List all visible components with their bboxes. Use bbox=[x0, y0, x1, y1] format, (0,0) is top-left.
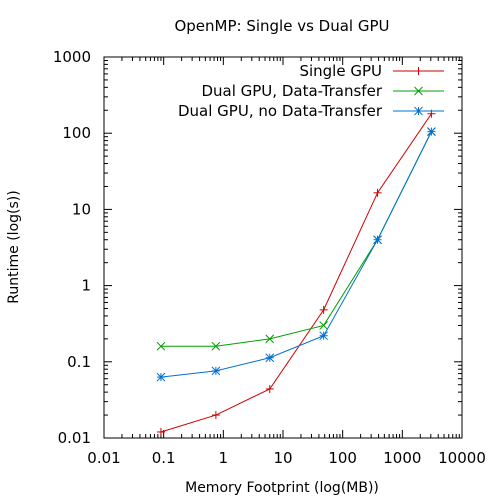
x-tick-label: 1 bbox=[219, 449, 229, 467]
x-tick-label: 10000 bbox=[438, 449, 486, 467]
data-point bbox=[373, 188, 382, 197]
x-tick-label: 0.01 bbox=[87, 449, 120, 467]
data-point bbox=[319, 305, 328, 314]
legend: Single GPU Dual GPU, Data-Transfer Dual GP… bbox=[178, 62, 444, 120]
data-point bbox=[211, 366, 221, 376]
legend-marker bbox=[414, 86, 423, 96]
y-tick-label: 1000 bbox=[53, 48, 91, 66]
y-tick-label: 10 bbox=[72, 200, 91, 218]
data-point bbox=[156, 372, 166, 382]
data-point bbox=[427, 127, 436, 136]
data-point bbox=[265, 334, 275, 344]
legend-marker bbox=[414, 106, 423, 116]
axis-ticks: 0.01 0.1 1 10 100 1000 10000 0.01 0.1 1 10 100 1000 bbox=[53, 48, 486, 467]
series-layer bbox=[156, 109, 436, 436]
data-point bbox=[265, 384, 274, 393]
y-tick-label: 1 bbox=[81, 277, 91, 295]
x-tick-label: 1000 bbox=[383, 449, 421, 467]
y-tick-label: 0.1 bbox=[67, 353, 91, 371]
series-3 bbox=[156, 127, 436, 382]
chart-title: OpenMP: Single vs Dual GPU bbox=[174, 17, 389, 35]
y-tick-label: 0.01 bbox=[58, 429, 91, 447]
y-tick-label: 100 bbox=[62, 124, 91, 142]
x-tick-label: 10 bbox=[273, 449, 292, 467]
data-point bbox=[211, 341, 221, 351]
series-line bbox=[160, 131, 432, 378]
legend-label: Dual GPU, no Data-Transfer bbox=[178, 102, 383, 120]
data-point bbox=[156, 341, 166, 351]
legend-label: Dual GPU, Data-Transfer bbox=[201, 82, 382, 100]
legend-label: Single GPU bbox=[299, 62, 382, 80]
data-point bbox=[156, 427, 165, 436]
legend-marker bbox=[414, 67, 423, 75]
data-point bbox=[319, 331, 329, 341]
data-point bbox=[319, 321, 329, 330]
series-line bbox=[160, 113, 432, 433]
legend-entry: Dual GPU, Data-Transfer bbox=[201, 82, 444, 100]
legend-entry: Dual GPU, no Data-Transfer bbox=[178, 102, 444, 120]
x-tick-label: 0.1 bbox=[152, 449, 176, 467]
x-axis-label: Memory Footprint (log(MB)) bbox=[185, 480, 379, 496]
data-point bbox=[211, 411, 220, 420]
series-1 bbox=[156, 109, 436, 436]
x-tick-label: 100 bbox=[328, 449, 357, 467]
data-point bbox=[265, 353, 275, 363]
data-point bbox=[373, 235, 382, 245]
plot-frame bbox=[103, 56, 463, 439]
y-axis-label: Runtime (log(s)) bbox=[6, 190, 22, 303]
legend-entry: Single GPU bbox=[299, 62, 444, 80]
